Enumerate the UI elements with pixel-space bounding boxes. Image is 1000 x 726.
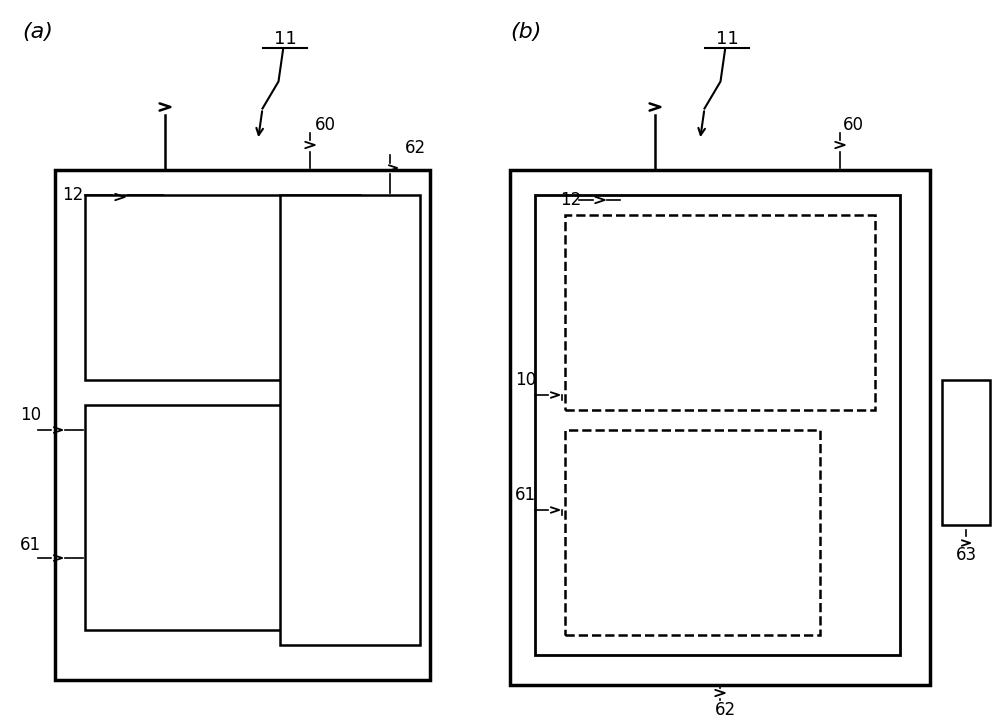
Text: 60: 60 bbox=[843, 116, 864, 134]
Text: (a): (a) bbox=[22, 22, 53, 42]
Text: 10: 10 bbox=[20, 406, 41, 424]
Bar bbox=[565, 430, 820, 635]
Text: 63: 63 bbox=[955, 546, 977, 564]
Text: 62: 62 bbox=[405, 139, 426, 157]
Text: 12: 12 bbox=[62, 186, 83, 204]
Text: 10: 10 bbox=[515, 371, 536, 389]
Bar bbox=[280, 195, 420, 645]
Text: 61: 61 bbox=[515, 486, 536, 504]
Bar bbox=[85, 405, 360, 630]
Bar bbox=[55, 170, 430, 680]
Text: 61: 61 bbox=[20, 536, 41, 554]
Text: 12: 12 bbox=[560, 191, 581, 209]
Text: 11: 11 bbox=[716, 30, 738, 48]
Bar bbox=[565, 215, 875, 410]
Bar bbox=[942, 380, 990, 525]
Text: 62: 62 bbox=[714, 701, 736, 719]
Bar bbox=[535, 195, 900, 655]
Text: 11: 11 bbox=[274, 30, 296, 48]
Text: 60: 60 bbox=[314, 116, 336, 134]
Text: (b): (b) bbox=[510, 22, 541, 42]
Bar bbox=[85, 195, 360, 380]
Bar bbox=[510, 170, 930, 685]
